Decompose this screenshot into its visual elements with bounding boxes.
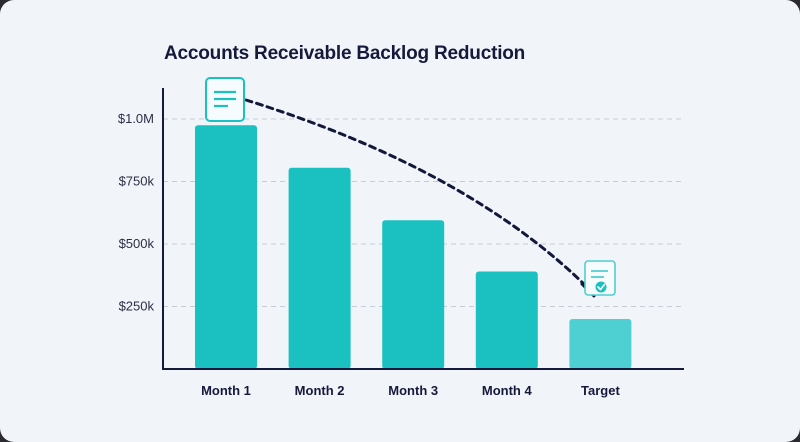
x-tick-label: Month 4 (482, 383, 533, 398)
bar-target (569, 319, 632, 369)
bar (382, 220, 445, 369)
x-axis-labels: Month 1 Month 2 Month 3 Month 4 Target (201, 383, 620, 398)
x-tick-label: Month 2 (295, 383, 345, 398)
y-tick-label: $750k (119, 174, 155, 189)
trend-line (244, 98, 592, 292)
x-tick-label: Month 3 (388, 383, 438, 398)
chart-title: Accounts Receivable Backlog Reduction (164, 43, 526, 64)
approved-document-icon (584, 260, 616, 296)
bar (475, 271, 538, 369)
bar (288, 167, 351, 369)
document-icon (205, 77, 245, 122)
x-tick-label: Target (581, 383, 620, 398)
bar (195, 125, 257, 369)
y-tick-label: $500k (119, 236, 155, 251)
y-tick-label: $250k (119, 299, 155, 314)
y-tick-label: $1.0M (118, 111, 154, 126)
x-tick-label: Month 1 (201, 383, 251, 398)
bars (195, 125, 632, 369)
y-axis-ticks: $250k $500k $750k $1.0M (118, 111, 155, 314)
annotation-icons (205, 77, 616, 296)
grid-lines (163, 118, 684, 307)
